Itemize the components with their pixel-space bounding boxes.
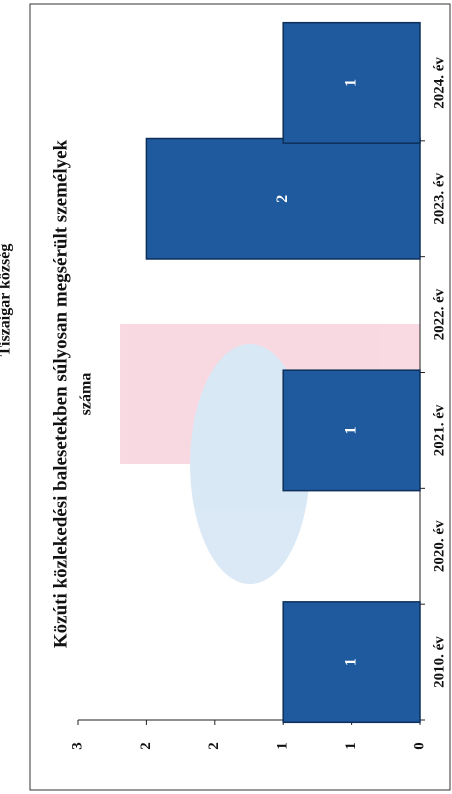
y-tick-label: 2	[206, 742, 222, 750]
x-tick-label: 2024. év	[431, 57, 447, 109]
page-header: Tiszaigar község	[0, 244, 14, 357]
watermark	[120, 324, 420, 584]
page-frame	[29, 3, 451, 791]
y-tick-label: 0	[411, 742, 427, 750]
y-tick-label: 3	[69, 742, 85, 750]
bar	[282, 601, 421, 724]
y-tick-label: 1	[275, 742, 291, 750]
value-label: 2	[274, 195, 291, 203]
x-tick-label: 2020. év	[431, 520, 447, 572]
x-tick-label: 2023. év	[431, 172, 447, 224]
chart-subtitle: száma	[78, 373, 95, 416]
x-tick-label: 2022. év	[431, 288, 447, 340]
y-tick-label: 1	[343, 742, 359, 750]
value-label: 1	[342, 79, 359, 87]
value-label: 1	[342, 658, 359, 666]
x-tick-label: 2010. év	[431, 636, 447, 688]
value-label: 1	[342, 426, 359, 434]
y-tick-label: 2	[138, 742, 154, 750]
rotated-page: Tiszaigar község Közúti közlekedési bale…	[0, 3, 451, 791]
x-tick-label: 2021. év	[431, 404, 447, 456]
bar	[282, 21, 421, 144]
bar	[282, 369, 421, 492]
chart-title: Közúti közlekedési balesetekben súlyosan…	[50, 139, 71, 648]
